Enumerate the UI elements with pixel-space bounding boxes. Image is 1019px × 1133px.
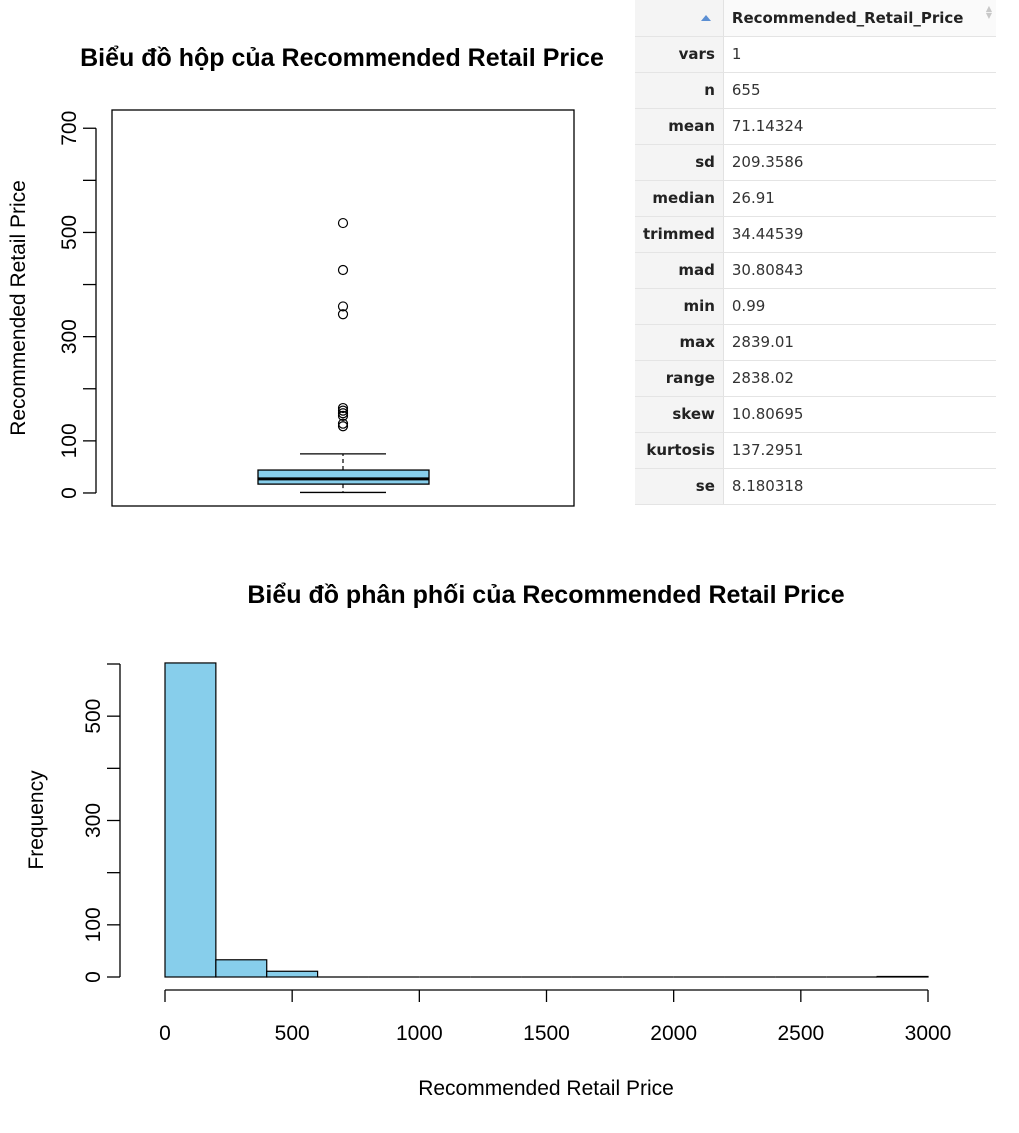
row-name: median — [635, 180, 724, 217]
y-tick-label: 500 — [58, 215, 81, 250]
row-name: min — [635, 288, 724, 325]
x-tick-label: 1500 — [523, 1022, 570, 1045]
row-name: range — [635, 360, 724, 397]
row-value: 71.14324 — [723, 108, 996, 145]
table-row: mean 71.14324 — [635, 108, 996, 145]
row-name: trimmed — [635, 216, 724, 253]
table-row: sd 209.3586 — [635, 144, 996, 181]
row-name: n — [635, 72, 724, 109]
histogram-bar — [266, 970, 319, 978]
histogram-bars — [164, 662, 929, 978]
histogram-x-axis-label: Recommended Retail Price — [418, 1077, 674, 1100]
x-tick-label: 3000 — [905, 1022, 952, 1045]
y-tick-label: 100 — [58, 423, 81, 458]
row-name: vars — [635, 36, 724, 73]
stats-table: Recommended_Retail_Price ▲ ▼ vars 1 n 655 m… — [635, 0, 996, 505]
y-tick-label: 700 — [58, 111, 81, 146]
column-header-label: Recommended_Retail_Price — [731, 8, 964, 27]
row-value: 0.99 — [723, 288, 996, 325]
sort-toggle-icon: ▲ ▼ — [985, 4, 992, 20]
stats-table-header-row: Recommended_Retail_Price ▲ ▼ — [635, 0, 996, 37]
x-tick-label: 500 — [275, 1022, 310, 1045]
row-name: mean — [635, 108, 724, 145]
sort-ascending-icon — [700, 15, 711, 22]
iqr-box — [257, 469, 430, 485]
y-tick-label: 500 — [82, 699, 105, 734]
row-value: 30.80843 — [723, 252, 996, 289]
table-row: min 0.99 — [635, 288, 996, 325]
row-value: 2839.01 — [723, 324, 996, 361]
row-value: 655 — [723, 72, 996, 109]
column-header[interactable]: Recommended_Retail_Price ▲ ▼ — [723, 0, 996, 37]
histogram-chart: Biểu đồ phân phối của Recommended Retail… — [25, 581, 952, 1100]
histogram-bar — [876, 975, 929, 978]
table-row: se 8.180318 — [635, 468, 996, 505]
row-value: 1 — [723, 36, 996, 73]
row-sort-header[interactable] — [635, 0, 724, 37]
row-value: 209.3586 — [723, 144, 996, 181]
y-tick-label: 0 — [82, 971, 105, 983]
histogram-title: Biểu đồ phân phối của Recommended Retail… — [247, 581, 844, 609]
row-value: 34.44539 — [723, 216, 996, 253]
row-name: kurtosis — [635, 432, 724, 469]
table-row: skew 10.80695 — [635, 396, 996, 433]
boxplot-plot-frame — [111, 109, 575, 507]
histogram-bar — [164, 662, 217, 978]
x-tick-label: 2000 — [650, 1022, 697, 1045]
outlier-point — [337, 405, 349, 416]
histogram-y-axis: 0 100 300 500 — [82, 663, 121, 983]
row-name: se — [635, 468, 724, 505]
outlier-point — [337, 402, 349, 414]
histogram-bar — [215, 959, 268, 978]
row-name: skew — [635, 396, 724, 433]
outlier-point — [337, 264, 349, 276]
x-tick-label: 1000 — [396, 1022, 443, 1045]
table-row: kurtosis 137.2951 — [635, 432, 996, 469]
boxplot-chart: Biểu đồ hộp của Recommended Retail Price… — [7, 44, 604, 507]
outlier-point — [337, 410, 349, 421]
outlier-point — [337, 421, 349, 432]
boxplot-title: Biểu đồ hộp của Recommended Retail Price — [80, 44, 604, 72]
outlier-point — [337, 309, 349, 320]
row-value: 26.91 — [723, 180, 996, 217]
boxplot-y-axis: 0 100 300 500 700 — [58, 111, 97, 499]
row-value: 10.80695 — [723, 396, 996, 433]
histogram-y-axis-label: Frequency — [25, 770, 48, 870]
table-row: vars 1 — [635, 36, 996, 73]
table-row: n 655 — [635, 72, 996, 109]
row-name: mad — [635, 252, 724, 289]
outlier-point — [337, 418, 349, 429]
table-row: median 26.91 — [635, 180, 996, 217]
x-tick-label: 2500 — [777, 1022, 824, 1045]
outlier-point — [337, 301, 349, 312]
y-tick-label: 0 — [58, 487, 81, 499]
y-tick-label: 300 — [58, 319, 81, 354]
boxplot-y-axis-label: Recommended Retail Price — [7, 180, 30, 436]
outlier-point — [337, 408, 349, 419]
table-row: max 2839.01 — [635, 324, 996, 361]
table-row: trimmed 34.44539 — [635, 216, 996, 253]
boxplot-marks — [257, 217, 430, 494]
table-row: mad 30.80843 — [635, 252, 996, 289]
row-value: 137.2951 — [723, 432, 996, 469]
y-tick-label: 300 — [82, 803, 105, 838]
row-name: sd — [635, 144, 724, 181]
x-tick-label: 0 — [159, 1022, 171, 1045]
table-row: range 2838.02 — [635, 360, 996, 397]
row-value: 2838.02 — [723, 360, 996, 397]
y-tick-label: 100 — [82, 907, 105, 942]
outlier-point — [337, 217, 349, 229]
row-value: 8.180318 — [723, 468, 996, 505]
histogram-x-axis: 0 500 1000 1500 2000 2500 3000 — [159, 989, 952, 1045]
row-name: max — [635, 324, 724, 361]
